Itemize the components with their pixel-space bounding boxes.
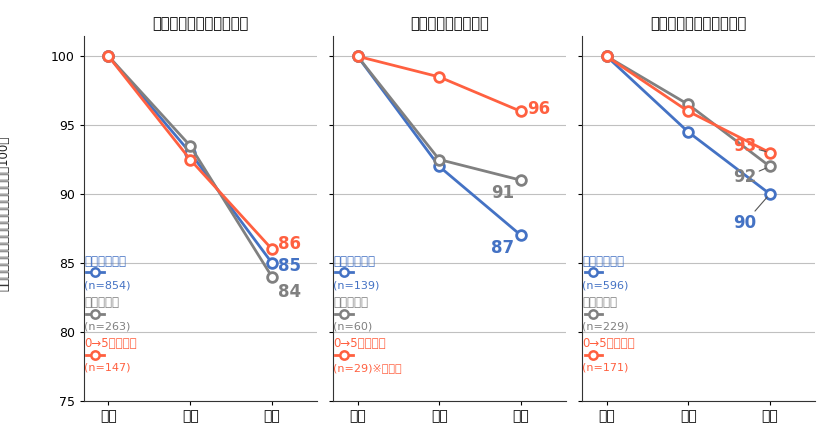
Text: 日数変化なし: 日数変化なし [84, 255, 126, 267]
Text: (n=263): (n=263) [84, 321, 130, 332]
Text: 日数変化なし: 日数変化なし [582, 255, 624, 267]
Text: １～４日増: １～４日増 [84, 296, 119, 309]
Text: (n=596): (n=596) [582, 280, 628, 290]
Text: 家庭内エネルギー消費量・指数（２月＝100）: 家庭内エネルギー消費量・指数（２月＝100） [0, 136, 11, 291]
Text: 96: 96 [528, 100, 550, 117]
Text: 92: 92 [733, 168, 766, 186]
Text: (n=171): (n=171) [582, 363, 628, 372]
Text: 93: 93 [733, 137, 766, 155]
Text: 日数変化なし: 日数変化なし [333, 255, 375, 267]
Text: 85: 85 [278, 257, 302, 275]
Text: 86: 86 [278, 235, 302, 253]
Text: 87: 87 [491, 239, 514, 257]
Text: (n=139): (n=139) [333, 280, 380, 290]
Text: (n=854): (n=854) [84, 280, 130, 290]
Text: 0→5日以上増: 0→5日以上増 [333, 337, 386, 350]
Text: 0→5日以上増: 0→5日以上増 [582, 337, 635, 350]
Text: 90: 90 [733, 197, 767, 232]
Text: (n=229): (n=229) [582, 321, 628, 332]
Text: 0→5日以上増: 0→5日以上増 [84, 337, 137, 350]
Text: 91: 91 [491, 184, 514, 202]
Text: １～４日増: １～４日増 [333, 296, 368, 309]
Text: (n=147): (n=147) [84, 363, 130, 372]
Text: (n=60): (n=60) [333, 321, 372, 332]
Title: 集合住宅・単身世帯: 集合住宅・単身世帯 [410, 16, 489, 32]
Text: (n=29)※参考値: (n=29)※参考値 [333, 363, 402, 372]
Title: 戸建住宅・二人以上世帯: 戸建住宅・二人以上世帯 [152, 16, 249, 32]
Text: 84: 84 [278, 283, 302, 301]
Title: 集合住宅・二人以上世帯: 集合住宅・二人以上世帯 [650, 16, 747, 32]
Text: １～４日増: １～４日増 [582, 296, 617, 309]
